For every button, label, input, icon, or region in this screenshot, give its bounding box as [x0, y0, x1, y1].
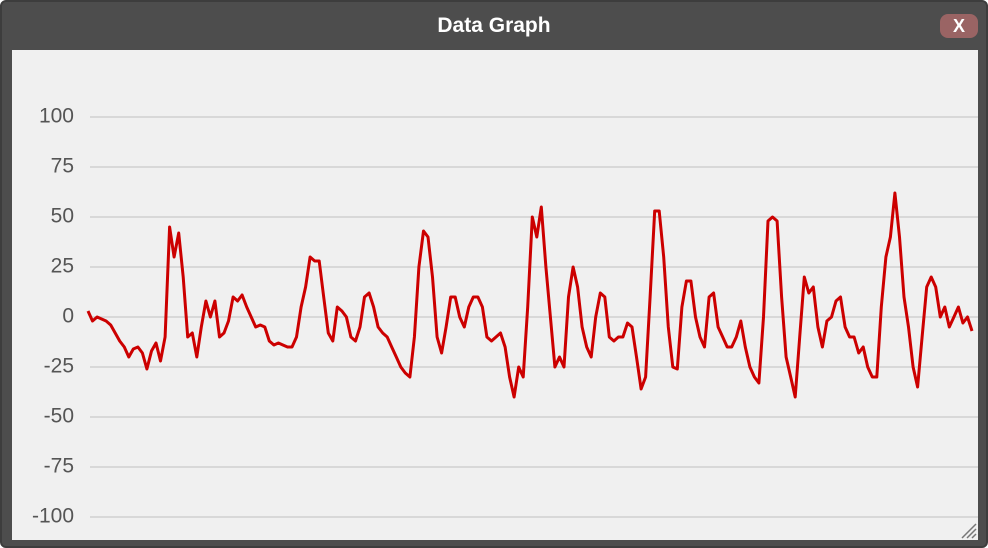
y-tick-label: -100 [32, 505, 74, 528]
y-tick-label: 25 [51, 255, 74, 278]
resize-grip[interactable] [961, 523, 977, 539]
close-button[interactable]: X [940, 14, 978, 38]
chart: 100 75 50 25 0 -25 -50 -75 -100 [12, 50, 978, 540]
data-line [86, 191, 974, 399]
y-tick-label: 0 [62, 305, 74, 328]
y-tick-label: 100 [39, 105, 74, 128]
plot-background [12, 50, 978, 540]
y-tick-label: -75 [44, 455, 74, 478]
y-tick-label: 75 [51, 155, 74, 178]
y-tick-label: -50 [44, 405, 74, 428]
window-title: Data Graph [437, 14, 551, 37]
title-bar: Data Graph [2, 2, 986, 50]
y-tick-label: -25 [44, 355, 74, 378]
y-tick-label: 50 [51, 205, 74, 228]
